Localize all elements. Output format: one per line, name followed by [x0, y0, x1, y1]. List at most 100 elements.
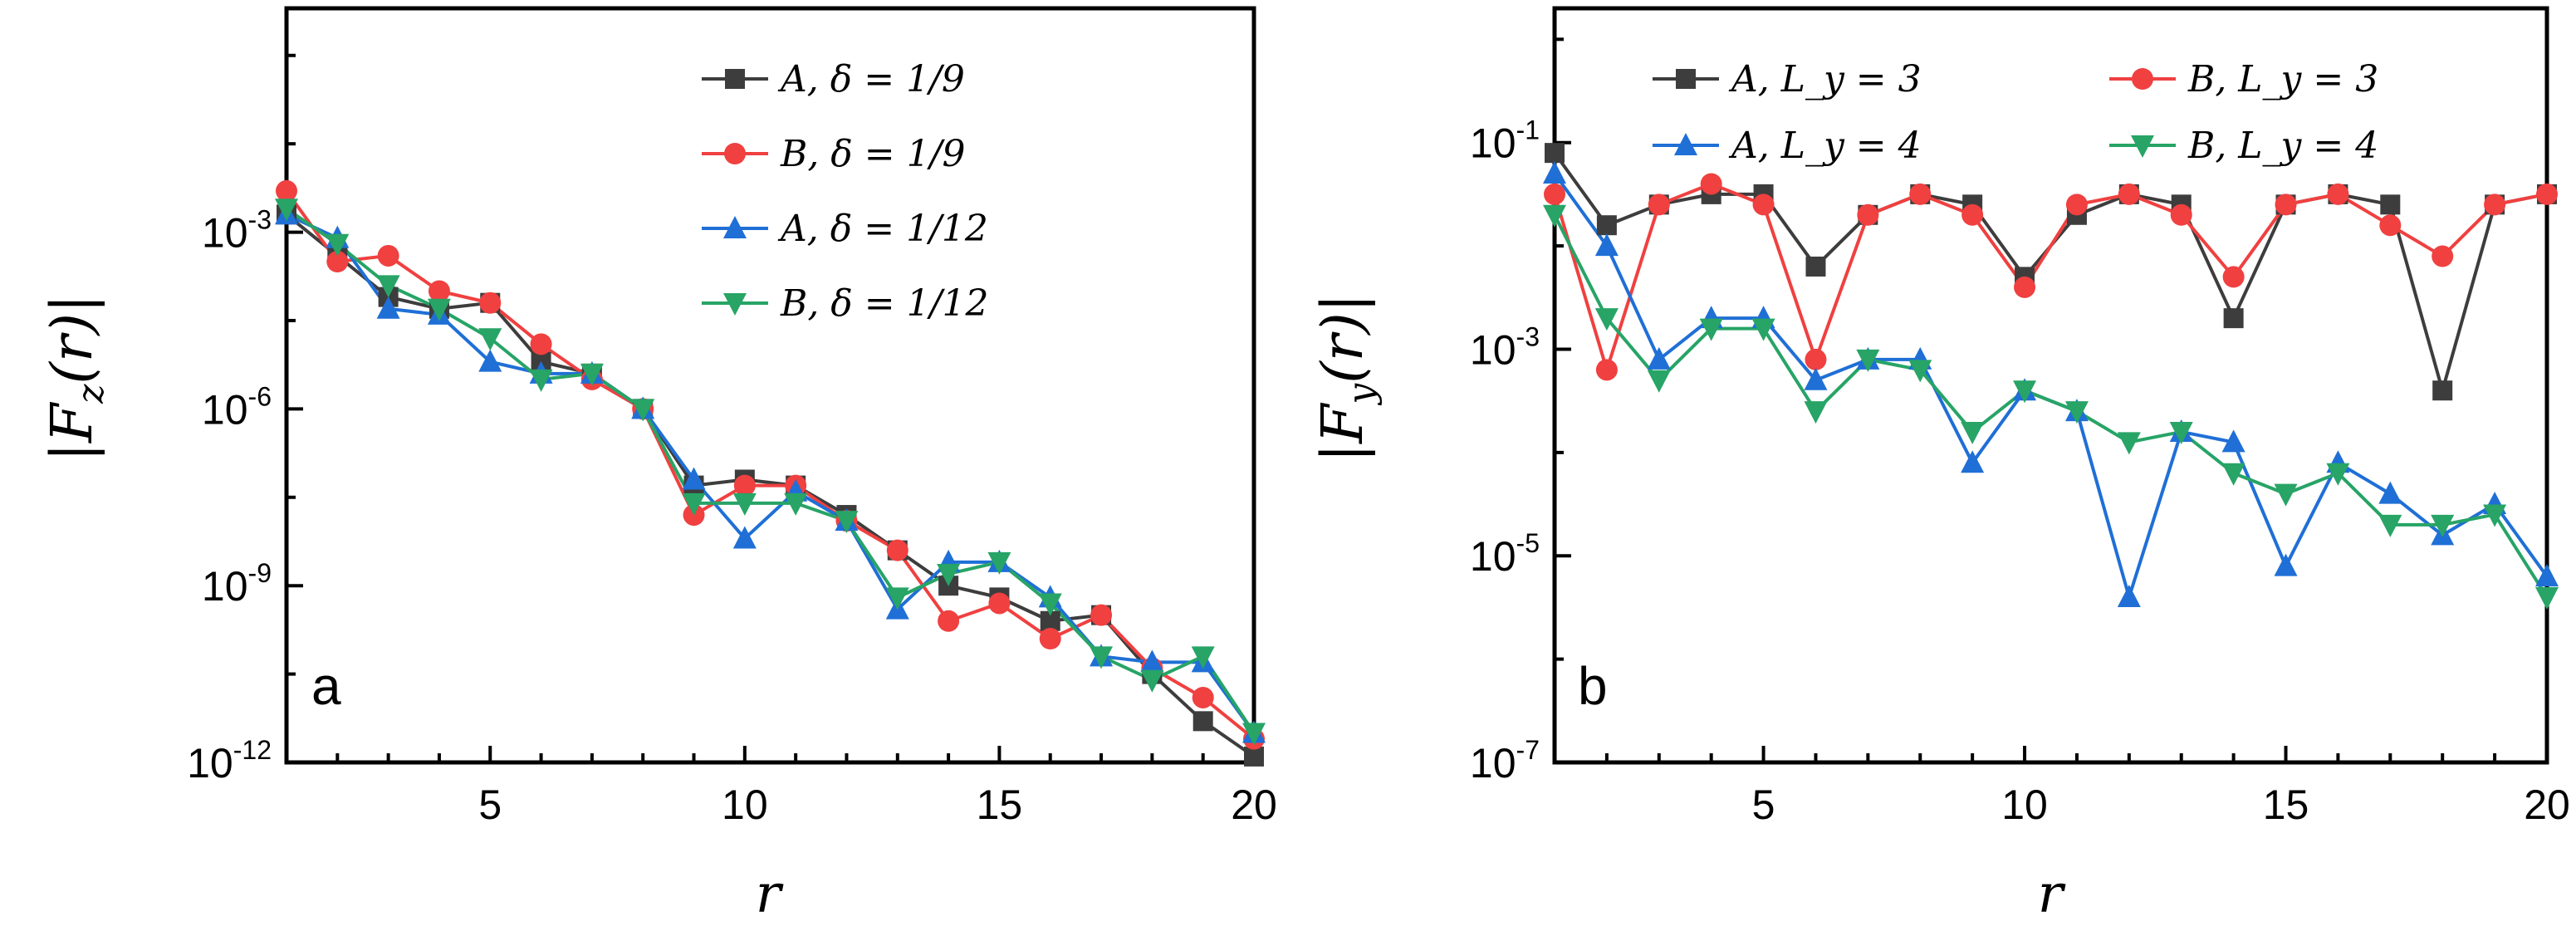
- data-point: [2274, 553, 2298, 576]
- data-point: [1140, 669, 1164, 693]
- legend-label: A, L_y = 4: [1728, 125, 1922, 167]
- legend-marker: [1676, 69, 1696, 89]
- panel-a-ylabel: |Fz(r)|: [40, 294, 112, 462]
- data-point: [1140, 649, 1164, 673]
- data-point: [276, 179, 297, 202]
- data-point: [1596, 215, 1617, 236]
- data-point: [1909, 183, 1932, 205]
- data-point: [2484, 194, 2506, 216]
- legend-label: B, δ = 1/9: [780, 133, 965, 175]
- panel-b-legend: A, L_y = 3 B, L_y = 3 A, L_y = 4 B, L_y = 4: [1653, 58, 2378, 167]
- legend-marker: [723, 216, 747, 238]
- data-point: [1594, 308, 1619, 331]
- panel-a-ticks: 5 10 15 20 10-3 10-6 10-9 10-12: [187, 53, 1277, 828]
- data-point: [1244, 746, 1264, 767]
- series-line: [1553, 213, 2549, 599]
- panel-b-xlabel: r: [2038, 864, 2066, 925]
- svg-text:|Fy(r)|: |Fy(r)|: [1310, 293, 1383, 462]
- data-point: [987, 551, 1011, 575]
- panel-b-ylabel: |Fy(r)|: [1310, 293, 1383, 462]
- data-point: [1856, 349, 1880, 372]
- data-point: [1804, 401, 1828, 424]
- svg-text:|Fz(r)|: |Fz(r)|: [40, 294, 112, 462]
- data-point: [2064, 401, 2089, 424]
- data-point: [2431, 514, 2455, 537]
- data-point: [377, 244, 399, 267]
- y-tick-label: 10-7: [1470, 735, 1540, 786]
- data-point: [1545, 143, 1565, 164]
- data-point: [1700, 173, 1722, 195]
- data-point: [2535, 564, 2559, 587]
- data-point: [376, 296, 400, 319]
- data-point: [428, 280, 450, 302]
- data-point: [478, 349, 502, 372]
- data-point: [1961, 203, 1984, 226]
- data-point: [682, 467, 706, 490]
- data-point: [631, 399, 655, 422]
- data-point: [2274, 483, 2298, 507]
- x-tick-label: 15: [2263, 782, 2309, 828]
- data-point: [2223, 308, 2244, 329]
- x-tick-label: 10: [2001, 782, 2048, 828]
- y-tick-label: 10-3: [202, 205, 272, 257]
- legend-label: B, δ = 1/12: [780, 282, 988, 325]
- data-point: [2536, 183, 2558, 205]
- y-tick-label: 10-3: [1470, 321, 1540, 373]
- data-point: [1543, 204, 1566, 228]
- data-point: [2432, 380, 2453, 401]
- legend-marker: [2131, 135, 2154, 158]
- data-point: [2170, 203, 2192, 226]
- panel-b: 5 10 15 20 10-1 10-3 10-5 10-7 b r |Fy(r)| A, L…: [1310, 6, 2570, 925]
- data-point: [2275, 194, 2297, 216]
- data-point: [1804, 367, 1828, 390]
- data-point: [1751, 318, 1775, 341]
- panel-b-frame: [1552, 6, 2549, 765]
- legend-label: A, δ = 1/9: [777, 58, 965, 100]
- data-point: [1192, 686, 1214, 708]
- data-point: [988, 592, 1011, 615]
- data-point: [1191, 646, 1215, 669]
- data-point: [1699, 318, 1723, 341]
- data-point: [2535, 586, 2559, 610]
- data-point: [2169, 421, 2193, 444]
- data-point: [1647, 370, 1671, 393]
- data-point: [2117, 584, 2141, 607]
- data-point: [2483, 504, 2507, 527]
- data-point: [2379, 214, 2402, 237]
- data-point: [1961, 421, 1985, 444]
- legend-marker: [725, 69, 745, 89]
- data-point: [2014, 276, 2036, 298]
- data-point: [376, 275, 400, 298]
- data-point: [885, 587, 909, 610]
- panel-b-ticks: 5 10 15 20 10-1 10-3 10-5 10-7: [1470, 37, 2570, 828]
- panel-a-legend: A, δ = 1/9 B, δ = 1/9 A, δ = 1/12 B, δ = 1/…: [702, 58, 988, 325]
- legend-label: A, L_y = 3: [1728, 58, 1922, 100]
- data-point: [479, 292, 502, 314]
- y-tick-label: 10-5: [1470, 528, 1540, 580]
- legend-marker: [2132, 68, 2153, 90]
- data-point: [937, 564, 961, 586]
- x-tick-label: 5: [1752, 782, 1775, 828]
- data-point: [2380, 194, 2401, 215]
- data-point: [2326, 463, 2350, 486]
- data-point: [1090, 604, 1113, 626]
- data-point: [1594, 233, 1619, 257]
- data-point: [732, 526, 757, 549]
- data-point: [275, 198, 298, 222]
- legend-label: A, δ = 1/12: [777, 208, 988, 250]
- data-point: [1039, 628, 1061, 650]
- y-tick-label: 10-1: [1470, 115, 1540, 167]
- data-point: [835, 511, 859, 534]
- x-tick-label: 20: [2524, 782, 2570, 828]
- data-point: [1090, 646, 1114, 669]
- data-point: [1908, 360, 1932, 383]
- panel-b-label: b: [1578, 656, 1608, 716]
- data-point: [1595, 359, 1618, 381]
- x-tick-label: 10: [722, 782, 768, 828]
- data-point: [2222, 266, 2245, 288]
- data-point: [2378, 514, 2402, 537]
- panel-b-series: [1543, 143, 2559, 610]
- y-tick-label: 10-12: [187, 735, 272, 786]
- y-tick-label: 10-9: [202, 558, 272, 610]
